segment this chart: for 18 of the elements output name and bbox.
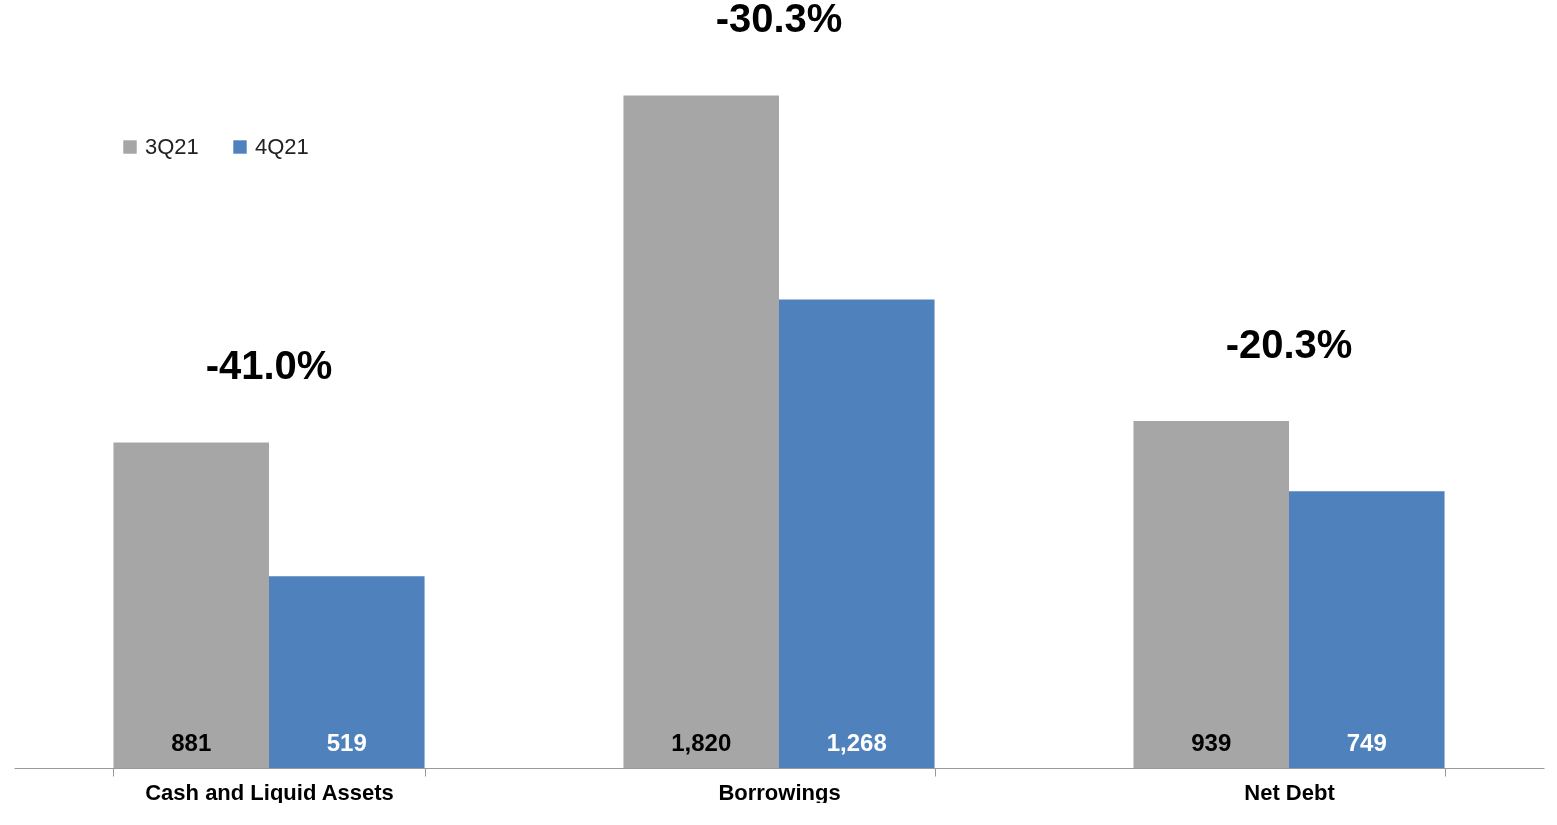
bar xyxy=(1133,421,1289,768)
bar xyxy=(269,576,425,768)
data-label: 881 xyxy=(171,729,212,756)
annotation: -41.0% xyxy=(205,343,333,388)
bar xyxy=(779,299,935,768)
bar xyxy=(623,95,779,768)
bar xyxy=(113,442,269,768)
legend-label: 3Q21 xyxy=(145,134,199,159)
text: -30.3% xyxy=(715,0,843,41)
data-label: 519 xyxy=(326,729,367,756)
bar xyxy=(1289,491,1445,768)
data-label: 939 xyxy=(1191,729,1232,756)
data-label: 1,820 xyxy=(671,729,732,756)
data-label: 749 xyxy=(1346,729,1387,756)
annotation: -20.3% xyxy=(1225,322,1353,366)
data-label: 1,268 xyxy=(826,729,887,756)
x-tick-label: Net Debt xyxy=(1244,779,1336,805)
legend-label: 4Q21 xyxy=(255,134,309,159)
